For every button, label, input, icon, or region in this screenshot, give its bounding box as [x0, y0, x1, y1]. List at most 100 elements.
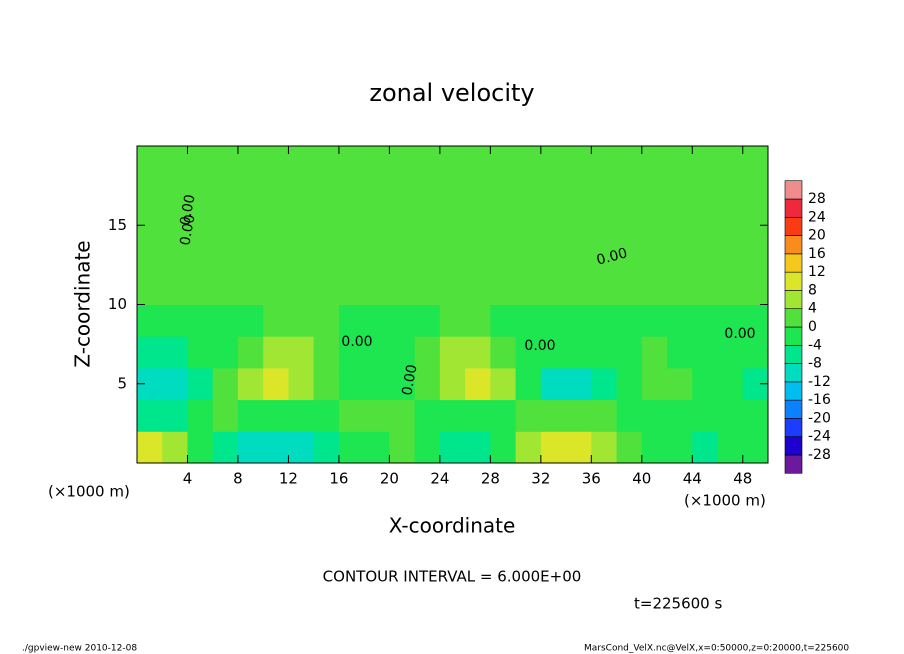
field-cell: [717, 431, 744, 464]
field-cell: [162, 272, 188, 305]
field-cell: [389, 431, 416, 464]
field-cell: [641, 241, 668, 274]
field-cell: [465, 272, 491, 305]
contour-label: 0.00: [524, 338, 555, 354]
field-cell: [591, 336, 618, 369]
field-cell: [591, 272, 618, 305]
y-unit: (×1000 m): [48, 483, 130, 501]
colorbar-label: 20: [808, 228, 826, 244]
field-cell: [212, 399, 239, 432]
field-cell: [414, 399, 441, 432]
field-cell: [465, 336, 491, 369]
field-cell: [338, 336, 365, 369]
field-cell: [263, 336, 289, 369]
field-cell: [540, 367, 567, 401]
field-cell: [591, 146, 618, 179]
field-cell: [288, 367, 315, 401]
field-cell: [212, 209, 239, 242]
colorbar-box: [784, 308, 803, 328]
field-cell: [490, 146, 517, 179]
field-cell: [288, 399, 315, 432]
colorbar-box: [784, 216, 803, 236]
field-cell: [540, 209, 567, 242]
field-cell: [338, 241, 365, 274]
field-cell: [540, 431, 567, 464]
field-cell: [137, 177, 163, 210]
field-cell: [162, 399, 188, 432]
x-tick-label: 24: [430, 470, 449, 488]
x-tick-label: 28: [481, 470, 500, 488]
field-cell: [566, 336, 592, 369]
chart-title: zonal velocity: [369, 79, 534, 107]
field-cell: [692, 209, 719, 242]
field-cell: [616, 177, 643, 210]
field-cell: [667, 367, 693, 401]
colorbar-box: [784, 454, 803, 474]
field-cell: [591, 399, 618, 432]
field-cell: [742, 304, 769, 337]
field-cell: [364, 272, 390, 305]
field-cell: [389, 177, 416, 210]
field-cell: [465, 209, 491, 242]
field-cell: [692, 272, 719, 305]
field-cell: [338, 177, 365, 210]
colorbar-label: -12: [808, 374, 831, 390]
field-cell: [742, 146, 769, 179]
field-cell: [641, 146, 668, 179]
field-cell: [515, 209, 542, 242]
field-cell: [237, 304, 264, 337]
field-cell: [515, 241, 542, 274]
field-cell: [162, 146, 188, 179]
field-cell: [540, 146, 567, 179]
field-cell: [616, 272, 643, 305]
x-tick-label: 16: [329, 470, 348, 488]
field-cell: [566, 272, 592, 305]
field-cell: [263, 304, 289, 337]
field-cell: [338, 304, 365, 337]
field-cell: [439, 336, 466, 369]
y-tick-label: 15: [108, 216, 127, 234]
field-cell: [692, 431, 719, 464]
field-cell: [439, 431, 466, 464]
field-cell: [490, 177, 517, 210]
x-axis-label: X-coordinate: [389, 514, 516, 538]
y-tick-label: 10: [108, 295, 127, 313]
field-cell: [364, 367, 390, 401]
field-cell: [439, 399, 466, 432]
field-cell: [692, 304, 719, 337]
field-cell: [263, 272, 289, 305]
contour-label: 0.00: [177, 193, 198, 226]
field-cell: [465, 177, 491, 210]
field-cell: [515, 272, 542, 305]
field-cell: [717, 146, 744, 179]
field-cell: [389, 146, 416, 179]
colorbar-label: -8: [808, 356, 822, 372]
contour-label: 0.00: [724, 326, 755, 342]
field-cell: [439, 146, 466, 179]
field-cell: [742, 336, 769, 369]
field-cell: [389, 367, 416, 401]
field-cell: [490, 241, 517, 274]
field-cell: [263, 367, 289, 401]
field-cell: [591, 304, 618, 337]
field-cell: [313, 336, 340, 369]
field-cell: [490, 272, 517, 305]
field-cell: [616, 304, 643, 337]
field-cell: [414, 209, 441, 242]
field-cell: [162, 241, 188, 274]
field-cell: [591, 241, 618, 274]
field-cell: [667, 304, 693, 337]
field-cell: [465, 399, 491, 432]
field-cell: [338, 272, 365, 305]
field-cell: [692, 241, 719, 274]
field-cell: [566, 304, 592, 337]
field-cell: [439, 177, 466, 210]
field-cell: [414, 304, 441, 337]
field-cell: [616, 399, 643, 432]
field-cell: [717, 336, 744, 369]
field-cell: [288, 431, 315, 464]
contour-label: 0.00: [595, 245, 629, 269]
field-cell: [162, 177, 188, 210]
field-cell: [490, 336, 517, 369]
